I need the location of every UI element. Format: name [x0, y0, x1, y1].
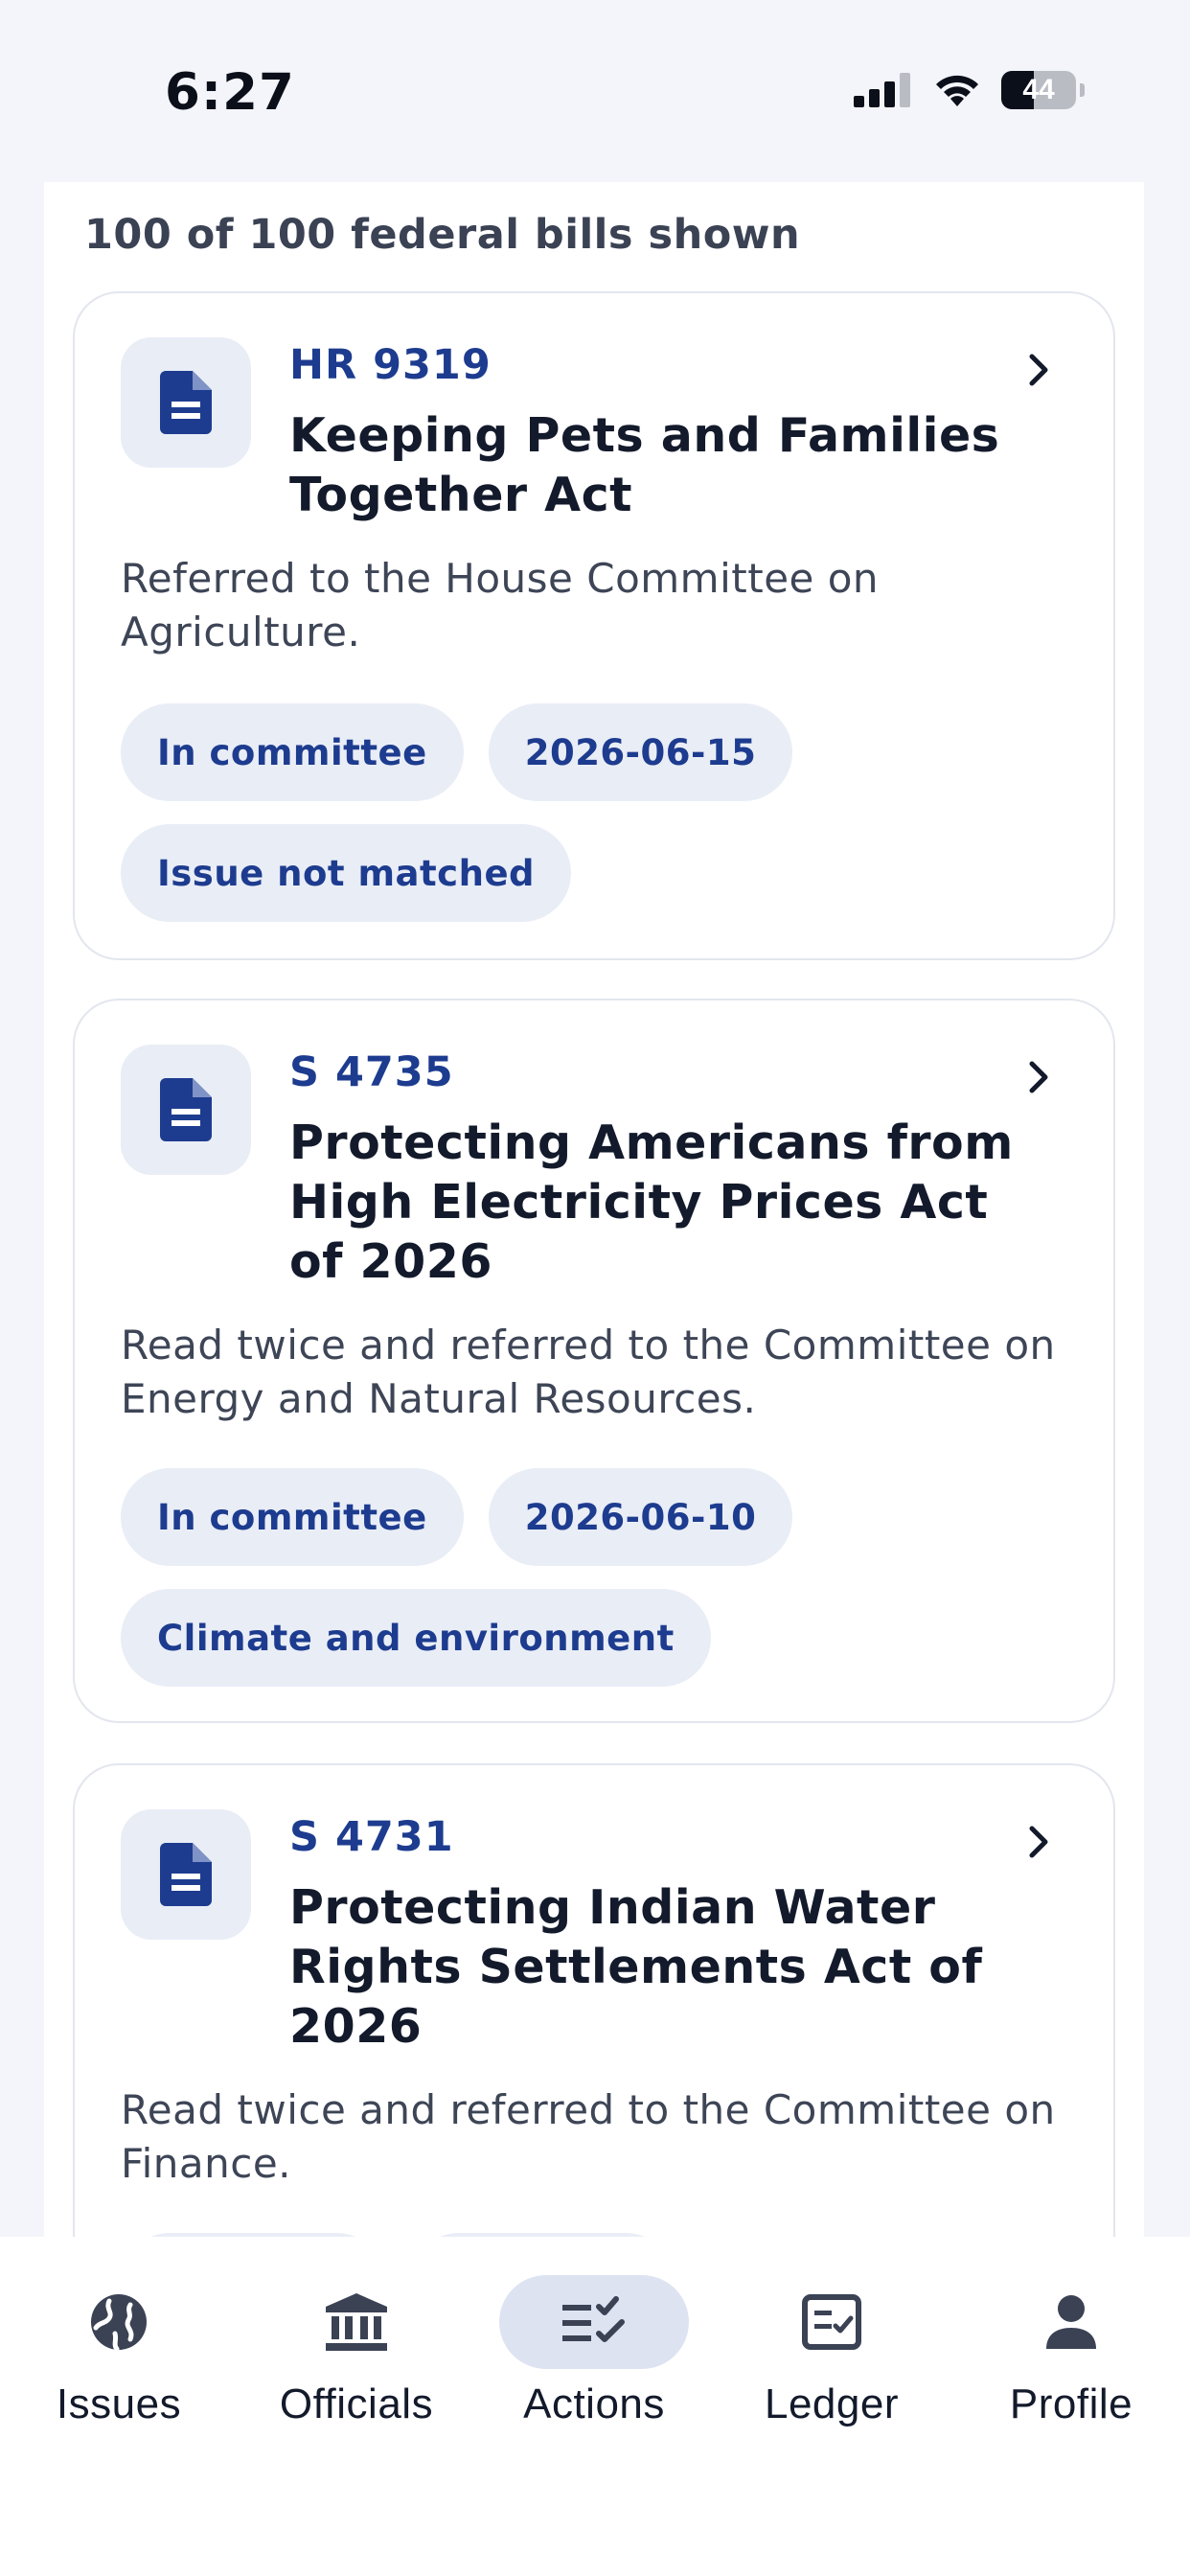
nav-label: Issues — [56, 2380, 182, 2427]
status-icons: 44 — [854, 71, 1085, 109]
ledger-check-icon — [802, 2294, 861, 2350]
battery-percent: 44 — [1022, 74, 1055, 105]
nav-item-profile[interactable]: Profile — [952, 2275, 1190, 2428]
bill-title: Protecting Indian Water Rights Settlemen… — [289, 1880, 983, 2054]
issue-chip: Climate and environment — [121, 1589, 711, 1687]
chip-row: In committee 2026-06-15 — [121, 703, 793, 801]
cellular-signal-icon — [854, 73, 910, 107]
battery-icon: 44 — [1001, 71, 1076, 109]
chip-row: Climate and environment — [121, 1589, 711, 1687]
bill-number: HR 9319 — [289, 341, 492, 389]
status-chip: In committee — [121, 1468, 464, 1566]
wifi-icon — [936, 75, 978, 106]
document-icon — [121, 337, 251, 468]
document-icon — [121, 1045, 251, 1175]
nav-icon-container — [737, 2275, 927, 2369]
nav-item-ledger[interactable]: Ledger — [713, 2275, 950, 2428]
nav-item-issues[interactable]: Issues — [0, 2275, 238, 2428]
bill-title: Protecting Americans from High Electrici… — [289, 1116, 1014, 1289]
bills-count-heading: 100 of 100 federal bills shown — [84, 211, 801, 259]
document-icon — [121, 1809, 251, 1940]
bill-number: S 4731 — [289, 1813, 454, 1861]
bill-number: S 4735 — [289, 1048, 454, 1096]
chip-row: Issue not matched — [121, 824, 572, 922]
chip-row: In committee 2026-06-10 — [121, 1468, 793, 1566]
status-time: 6:27 — [165, 63, 295, 122]
bill-card[interactable]: S 4735 Protecting Americans from High El… — [73, 999, 1115, 1723]
date-chip: 2026-06-10 — [488, 1468, 793, 1566]
battery-fill — [1001, 71, 1035, 109]
chevron-right-icon[interactable] — [1019, 351, 1058, 389]
bills-list-panel[interactable]: 100 of 100 federal bills shown HR 9319 K… — [44, 182, 1144, 2242]
chevron-right-icon[interactable] — [1019, 1823, 1058, 1861]
bill-title: Keeping Pets and Families Together Act — [289, 408, 1000, 522]
nav-label: Officials — [279, 2380, 434, 2427]
bill-card[interactable]: S 4731 Protecting Indian Water Rights Se… — [73, 1763, 1115, 2242]
issue-chip: Issue not matched — [121, 824, 572, 922]
status-bar: 6:27 44 — [0, 0, 1190, 182]
nav-label: Ledger — [764, 2380, 899, 2427]
nav-label: Actions — [523, 2380, 665, 2427]
bill-card[interactable]: HR 9319 Keeping Pets and Families Togeth… — [73, 291, 1115, 960]
nav-icon-container — [24, 2275, 214, 2369]
bill-summary: Referred to the House Committee on Agric… — [121, 555, 880, 656]
bill-summary: Read twice and referred to the Committee… — [121, 1322, 1056, 1422]
battery-cap — [1080, 83, 1085, 97]
nav-item-actions[interactable]: Actions — [475, 2275, 713, 2428]
nav-icon-container — [262, 2275, 451, 2369]
government-building-icon — [326, 2293, 387, 2351]
nav-item-officials[interactable]: Officials — [238, 2275, 475, 2428]
nav-label: Profile — [1009, 2380, 1133, 2427]
nav-icon-container — [499, 2275, 689, 2369]
nav-icon-container — [976, 2275, 1166, 2369]
date-chip: 2026-06-15 — [488, 703, 793, 801]
status-chip: In committee — [121, 703, 464, 801]
bottom-navigation: Issues Officials Actions — [0, 2237, 1190, 2576]
bill-summary: Read twice and referred to the Committee… — [121, 2086, 1056, 2187]
checklist-icon — [562, 2296, 625, 2342]
chevron-right-icon[interactable] — [1019, 1058, 1058, 1096]
globe-icon — [91, 2294, 147, 2352]
person-icon — [1046, 2295, 1096, 2349]
